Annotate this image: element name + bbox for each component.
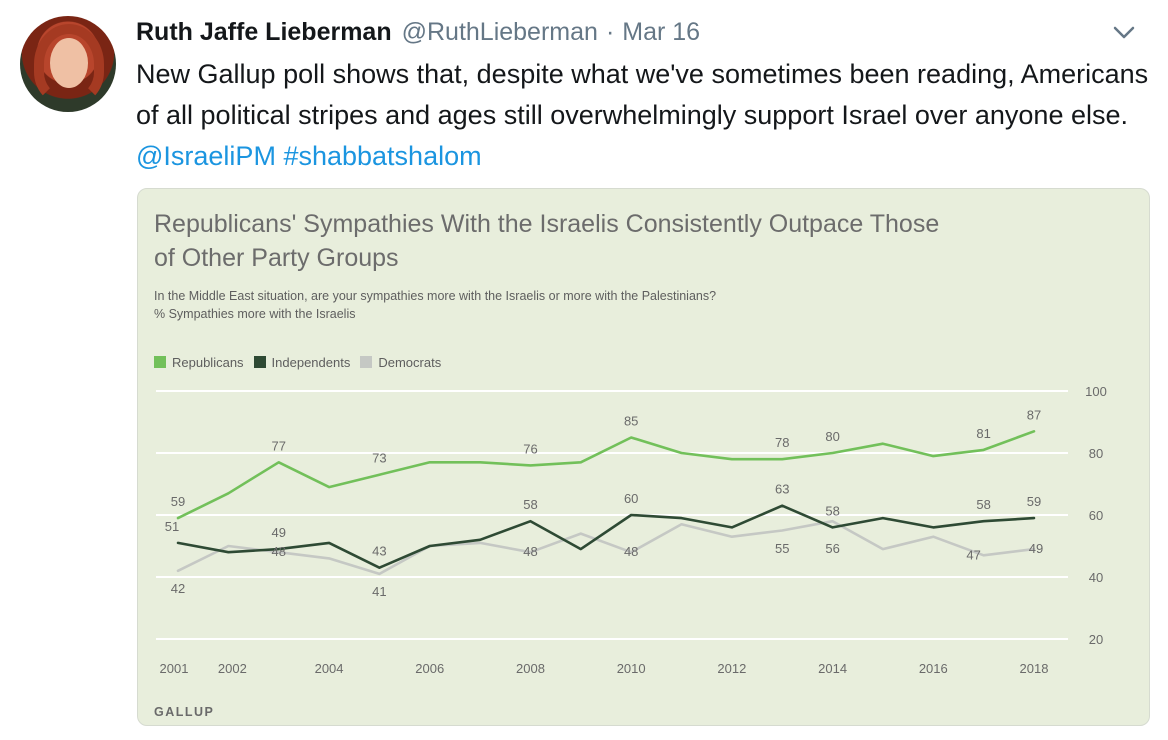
data-label-republicans: 87 [1027, 407, 1041, 422]
x-tick-label: 2016 [919, 661, 948, 676]
line-chart: 20 40 60 80 100 2001 2002 2004 2006 2008 2010 2012 2… [156, 384, 1107, 676]
data-label-republicans: 59 [171, 494, 185, 509]
data-label-republicans: 80 [825, 429, 839, 444]
x-tick-label: 2004 [315, 661, 344, 676]
tweet-header: Ruth Jaffe Lieberman @RuthLieberman · Ma… [136, 14, 1148, 50]
y-tick-label: 20 [1089, 632, 1103, 647]
data-label-democrats: 48 [271, 544, 285, 559]
y-tick-label: 80 [1089, 446, 1103, 461]
author-avatar[interactable] [20, 16, 116, 112]
tweet-date[interactable]: Mar 16 [622, 17, 701, 46]
data-label-democrats: 42 [171, 581, 185, 596]
chart-ylabel: % Sympathies more with the Israelis [154, 307, 356, 321]
data-label-democrats: 41 [372, 584, 386, 599]
data-label-republicans: 78 [775, 435, 789, 450]
header-separator: · [605, 17, 615, 46]
legend-item-republicans: Republicans [154, 355, 244, 370]
chevron-down-icon[interactable] [1110, 20, 1138, 44]
x-tick-label: 2008 [516, 661, 545, 676]
legend-swatch [154, 356, 166, 368]
data-label-republicans: 85 [624, 414, 638, 429]
avatar-hair [34, 24, 104, 104]
data-label-independents: 43 [372, 544, 386, 559]
chart-card[interactable]: Republicans' Sympathies With the Israeli… [137, 188, 1150, 726]
chart-legend: Republicans Independents Democrats [154, 353, 451, 371]
tweet-body: New Gallup poll shows that, despite what… [136, 59, 1149, 130]
data-label-democrats: 55 [775, 541, 789, 556]
series-line-independents [176, 504, 1036, 570]
x-tick-label: 2014 [818, 661, 847, 676]
data-label-democrats: 49 [1029, 541, 1043, 556]
data-label-independents: 63 [775, 482, 789, 497]
chart-title: Republicans' Sympathies With the Israeli… [154, 210, 940, 272]
data-label-democrats: 56 [825, 541, 839, 556]
legend-item-democrats: Democrats [360, 355, 441, 370]
x-tick-label: 2002 [218, 661, 247, 676]
data-label-independents: 59 [1027, 494, 1041, 509]
data-label-independents: 58 [825, 503, 839, 518]
y-tick-label: 100 [1085, 384, 1107, 399]
data-label-democrats: 48 [624, 544, 638, 559]
legend-label: Republicans [172, 354, 244, 370]
legend-swatch [360, 356, 373, 368]
data-label-republicans: 76 [523, 441, 537, 456]
data-label-republicans: 81 [976, 426, 990, 441]
legend-label: Independents [271, 354, 351, 370]
y-tick-label: 60 [1089, 508, 1103, 523]
data-label-independents: 58 [523, 497, 537, 512]
x-tick-label: 2010 [617, 661, 646, 676]
author-handle[interactable]: @RuthLieberman [401, 17, 598, 46]
avatar-face [50, 38, 88, 88]
author-name[interactable]: Ruth Jaffe Lieberman [136, 17, 392, 46]
data-label-democrats: 48 [523, 544, 537, 559]
data-label-democrats: 47 [966, 547, 980, 562]
x-tick-label: 2012 [717, 661, 746, 676]
legend-item-independents: Independents [253, 354, 351, 370]
chart-question: In the Middle East situation, are your s… [154, 289, 717, 303]
hashtag-link[interactable]: #shabbatshalom [283, 141, 482, 171]
x-tick-label: 2006 [415, 661, 444, 676]
data-label-republicans: 73 [372, 451, 386, 466]
data-label-independents: 49 [271, 525, 285, 540]
legend-swatch [253, 356, 266, 368]
mention-link[interactable]: @IsraeliPM [136, 141, 276, 171]
data-label-independents: 60 [624, 491, 638, 506]
tweet-text: New Gallup poll shows that, despite what… [136, 54, 1156, 177]
x-tick-label: 2001 [160, 661, 189, 676]
x-tick-label: 2018 [1020, 661, 1049, 676]
data-label-independents: 51 [165, 519, 179, 534]
chart-subtitle-block: In the Middle East situation, are your s… [154, 287, 1054, 323]
legend-label: Democrats [378, 354, 442, 370]
chart-source: GALLUP [154, 705, 215, 719]
data-label-republicans: 77 [271, 438, 285, 453]
data-label-independents: 58 [976, 497, 990, 512]
series-line-republicans [176, 430, 1036, 520]
y-tick-label: 40 [1089, 570, 1103, 585]
series-line-democrats [176, 519, 1036, 576]
